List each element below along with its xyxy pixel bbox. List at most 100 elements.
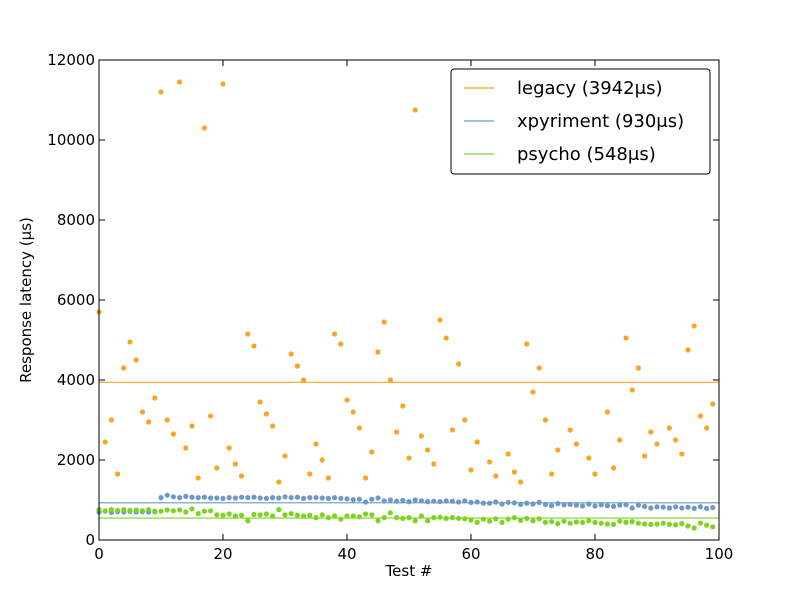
series-1-point	[567, 501, 573, 507]
series-1-point	[400, 497, 406, 503]
series-0-point	[679, 451, 685, 457]
series-2-point	[679, 521, 685, 527]
series-1-point	[332, 495, 338, 501]
series-2-point	[158, 508, 164, 514]
series-2-point	[518, 517, 524, 524]
series-0-point	[530, 389, 536, 395]
series-0-point	[381, 319, 387, 325]
series-0-point	[115, 471, 121, 477]
series-2-point	[108, 507, 114, 513]
series-1-point	[301, 495, 307, 501]
ticks: 0 20 40 60 80 100 0 2000 4000 6000 8000 10000 12000	[47, 51, 733, 563]
series-2-point	[127, 507, 133, 513]
series-1-point	[542, 501, 549, 507]
series-0-point	[294, 363, 300, 369]
y-tick-label: 4000	[57, 371, 95, 389]
series-1-point	[493, 499, 499, 505]
series-1-point	[232, 495, 238, 501]
series-1-point	[499, 501, 505, 507]
series-1-point	[263, 495, 269, 501]
series-1-point	[245, 495, 251, 501]
series-0-point	[363, 475, 369, 481]
series-1-point	[294, 494, 300, 500]
series-0-point	[449, 427, 455, 433]
series-0-point	[431, 461, 437, 467]
series-2-point	[177, 507, 183, 513]
series-2-point	[456, 515, 462, 522]
series-2-point	[474, 519, 480, 526]
series-1-point	[313, 495, 319, 501]
series-2-point	[418, 513, 424, 519]
series-2-point	[263, 511, 269, 517]
series-0-point	[189, 423, 195, 429]
series-1-point	[418, 498, 424, 504]
series-0-point	[270, 423, 276, 429]
series-2-point	[350, 513, 356, 519]
series-0-point	[673, 437, 679, 443]
series-0-point	[350, 409, 356, 415]
series-0-point	[195, 475, 201, 481]
series-2-point	[356, 514, 362, 520]
series-0-point	[245, 331, 251, 337]
series-2-point	[536, 516, 542, 522]
series-1-point	[654, 504, 660, 510]
series-2-point	[586, 518, 592, 524]
series-2	[96, 506, 719, 531]
series-1-point	[449, 498, 455, 504]
series-0-point	[152, 395, 158, 401]
series-0-point	[375, 349, 381, 355]
series-0-point	[536, 365, 542, 371]
series-0-point	[220, 81, 226, 87]
series-0-point	[418, 433, 424, 439]
series-0-point	[487, 459, 493, 465]
series-0-point	[139, 409, 145, 415]
series-1-point	[257, 495, 263, 501]
series-2-point	[139, 508, 145, 514]
series-0-point	[344, 397, 350, 403]
series-0-point	[493, 473, 499, 479]
series-2-point	[592, 519, 598, 526]
series-1-point	[239, 494, 245, 500]
series-1-point	[604, 503, 611, 509]
series-1-point	[635, 502, 642, 508]
x-tick-label: 20	[213, 545, 232, 563]
series-0-point	[369, 449, 375, 455]
series-2-point	[611, 521, 617, 528]
series-0-point	[611, 465, 617, 471]
series-0-point	[332, 331, 338, 337]
y-tick-label: 10000	[47, 131, 95, 149]
series-1-point	[356, 496, 362, 502]
series-2-point	[344, 513, 350, 519]
series-1-point	[406, 499, 412, 505]
series-2-point	[549, 519, 555, 525]
series-2-point	[468, 517, 474, 523]
series-1-point	[561, 502, 567, 508]
series-1-point	[480, 500, 486, 506]
series-0-point	[697, 413, 704, 419]
series-2-point	[710, 524, 716, 530]
series-2-point	[282, 512, 288, 518]
series-1-point	[338, 495, 344, 501]
series-1-point	[598, 502, 604, 508]
series-0-point	[648, 429, 654, 435]
series-2-point	[623, 519, 629, 526]
series-1-point	[288, 495, 294, 501]
series-2-point	[697, 520, 704, 526]
series-0-point	[282, 453, 288, 459]
series-0-point	[468, 467, 474, 473]
series-2-point	[437, 514, 443, 520]
series-2-point	[115, 507, 121, 513]
series-2-point	[499, 519, 505, 526]
series-2-point	[332, 513, 338, 519]
series-1-point	[375, 495, 381, 501]
series-0	[96, 79, 719, 485]
series-0-point	[505, 451, 511, 457]
series-1-point	[344, 496, 350, 502]
series-0-point	[239, 473, 245, 479]
series-2-point	[660, 520, 666, 526]
series-2-point	[387, 510, 393, 516]
series-2-point	[270, 513, 276, 519]
series-1-point	[586, 501, 592, 507]
series-1-point	[611, 503, 617, 509]
series-0-point	[313, 441, 319, 447]
